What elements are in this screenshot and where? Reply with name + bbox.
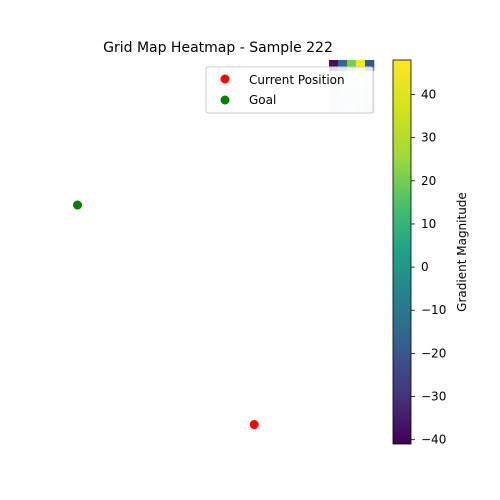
- colorbar-tick-label-5: −10: [421, 303, 446, 317]
- colorbar-tick-label-8: −40: [421, 433, 446, 447]
- colorbar-tick-label-0: 40: [421, 88, 436, 102]
- legend-marker-goal: [220, 95, 230, 105]
- plot-points: [73, 200, 259, 430]
- heatmap-cell-0-0: [329, 60, 339, 71]
- legend-marker-current-position: [220, 74, 230, 84]
- colorbar-tick-label-6: −20: [421, 346, 446, 360]
- colorbar-tick-label-1: 30: [421, 131, 436, 145]
- legend: Current Position Goal: [205, 66, 374, 114]
- colorbar-ticks: 40 30 20 10 0 −10 −20 −30 −40: [411, 88, 446, 447]
- colorbar-tick-label-4: 0: [421, 260, 429, 274]
- point-current-position: [249, 420, 259, 430]
- heatmap-cell-0-2: [347, 60, 357, 71]
- legend-label-current-position: Current Position: [249, 73, 345, 87]
- heatmap-cell-0-4: [365, 60, 375, 71]
- heatmap-cell-0-3: [356, 60, 366, 71]
- colorbar-tick-label-3: 10: [421, 217, 436, 231]
- colorbar-label: Gradient Magnitude: [455, 192, 469, 312]
- colorbar-gradient: [392, 59, 412, 445]
- chart-title: Grid Map Heatmap - Sample 222: [103, 40, 333, 56]
- colorbar-tick-label-2: 20: [421, 174, 436, 188]
- legend-box: [205, 66, 374, 114]
- point-goal: [73, 200, 82, 210]
- colorbar-tick-label-7: −30: [421, 390, 446, 404]
- heatmap-cell-0-1: [338, 60, 348, 71]
- legend-label-goal: Goal: [249, 93, 276, 107]
- colorbar: 40 30 20 10 0 −10 −20 −30 −40 Gradient Magnitude: [392, 59, 469, 447]
